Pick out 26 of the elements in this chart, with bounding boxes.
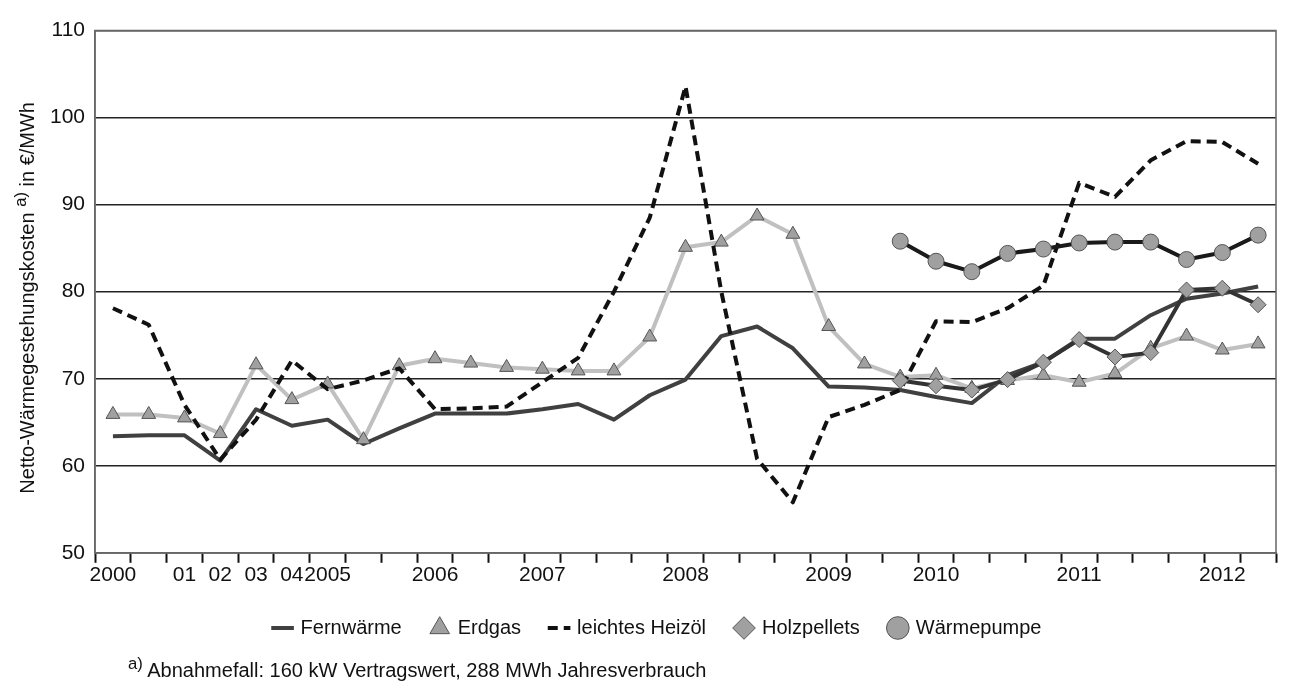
y-tick-label: 70 (61, 365, 86, 389)
x-tick-label: 02 (208, 562, 232, 586)
y-tick-label: 90 (61, 191, 86, 215)
x-tick-label: 2011 (1056, 562, 1102, 586)
x-tick-label: 2006 (411, 562, 459, 586)
y-tick-label: 100 (49, 104, 86, 128)
x-tick-label: 01 (172, 562, 197, 586)
legend-label: leichtes Heizöl (577, 615, 707, 638)
y-tick-label: 50 (61, 539, 86, 563)
x-tick-label: 2005 (304, 562, 352, 586)
x-tick-label: 2012 (1198, 562, 1246, 586)
text: $^{a)}$ Abnahmefall: 160 kW Vertragswert, 288 MWh Jahresverbrauch (128, 654, 707, 682)
legend-label: Fernwärme (300, 615, 402, 638)
legend-label: Wärmepumpe (915, 615, 1042, 638)
x-tick-label: 2010 (912, 562, 960, 586)
x-tick-label: 2000 (89, 562, 137, 586)
x-tick-label: 03 (244, 562, 268, 586)
x-tick-label: 2008 (662, 562, 709, 586)
y-tick-label: 80 (61, 278, 86, 302)
y-tick-label: 110 (51, 17, 86, 41)
x-tick-label: 2009 (805, 562, 853, 586)
y-tick-label: 60 (61, 452, 86, 476)
legend-label: Erdgas (457, 615, 522, 638)
x-tick-label: 04 (280, 562, 304, 586)
x-tick-label: 2007 (519, 562, 566, 586)
legend-label: Holzpellets (762, 615, 860, 638)
